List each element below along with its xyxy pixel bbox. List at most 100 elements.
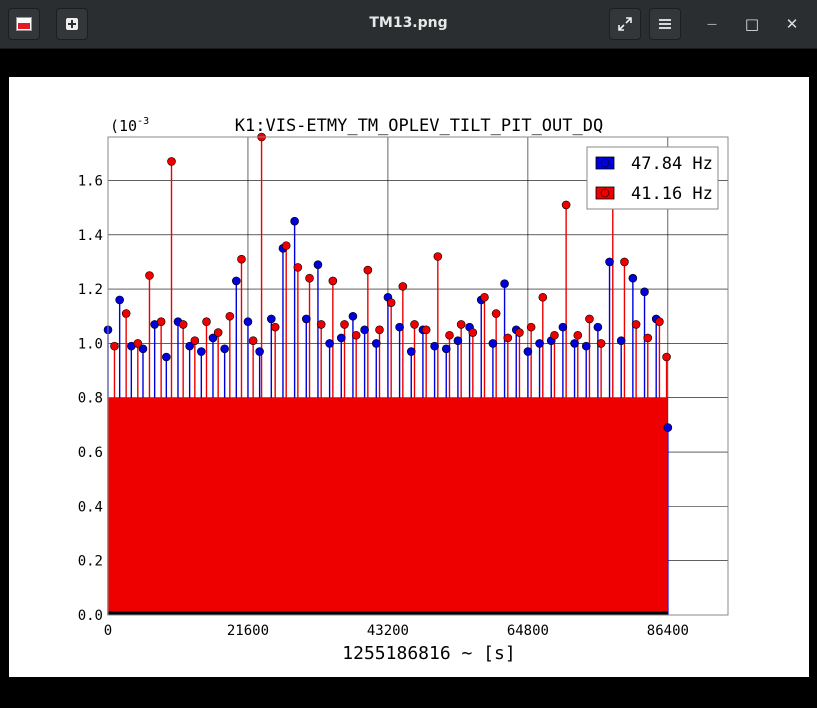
x-axis-label: 1255186816 ~ [s] [342,643,515,664]
data-point-red [305,273,314,283]
expand-icon [618,17,632,31]
data-point-red [133,339,143,348]
data-point-red [620,257,629,267]
fullscreen-button[interactable] [609,8,641,40]
data-point-blue [570,339,579,348]
y-tick-label: 1.6 [78,173,103,189]
data-point-blue [371,339,381,348]
data-point-blue [395,322,404,332]
data-point-red [410,320,419,329]
data-point-blue [243,317,253,326]
data-point-blue [523,347,533,356]
data-point-red [316,320,326,329]
data-point-blue [488,339,498,348]
data-point-blue [558,322,568,332]
data-point-red [190,336,200,345]
data-point-blue [535,339,544,348]
legend-label: 47.84 Hz [631,154,713,174]
minimize-icon: — [707,18,717,30]
x-tick-label: 86400 [647,623,689,639]
data-point-blue [290,216,299,226]
image-canvas: 0 21600 43200 64800 86400 0.0 0.2 0.4 0.6 0.8 1.0 1… [9,77,809,677]
legend-marker [600,188,610,198]
x-tick-label: 43200 [367,623,409,639]
data-point-red [643,333,653,343]
data-point-red [538,292,548,302]
data-point-red [468,328,478,337]
dense-stem-area [108,397,668,615]
data-point-red [375,325,384,335]
main-menu-button[interactable] [649,8,681,40]
data-point-red [270,322,280,332]
data-point-red [386,298,396,307]
y-tick-label: 0.6 [78,445,103,461]
data-point-blue [640,287,649,297]
data-point-blue [220,344,229,354]
y-tick-label: 0.8 [78,391,103,407]
data-point-red [167,157,176,166]
data-point-blue [593,322,603,332]
data-point-blue [406,347,416,356]
data-point-blue [232,276,241,286]
data-point-red [237,254,246,264]
x-tick-label: 21600 [227,623,269,639]
maximize-icon: □ [744,15,760,33]
data-point-blue [605,257,614,267]
y-scale-label: (10-3 [110,116,149,135]
data-point-red [573,330,583,340]
x-tick-label: 0 [104,623,112,639]
data-point-red [178,320,188,329]
image-viewer-icon [16,17,32,31]
y-tick-label: 1.0 [78,336,103,352]
data-point-red [340,320,349,329]
stem-chart: 0 21600 43200 64800 86400 0.0 0.2 0.4 0.6 0.8 1.0 1… [78,116,729,664]
data-point-red [655,317,664,326]
data-point-blue [185,341,194,351]
data-point-red [445,330,454,340]
data-point-red [363,265,373,275]
data-point-blue [255,347,264,356]
data-point-blue [313,260,323,269]
chart-title: K1:VIS-ETMY_TM_OPLEV_TILT_PIT_OUT_DQ [235,116,603,136]
data-point-red [110,341,119,351]
data-point-red [515,328,524,337]
data-point-red [433,252,443,261]
data-point-red [145,271,154,280]
data-point-blue [115,295,124,305]
data-point-red [491,309,501,318]
plus-icon [66,18,78,30]
y-tick-label: 1.2 [78,282,103,298]
data-point-red [398,282,408,291]
data-point-red [281,241,291,250]
y-scale-exponent: -3 [137,116,149,127]
data-point-red [293,263,303,272]
data-point-blue [581,341,591,351]
legend-marker [600,158,610,168]
plot-frame [107,136,729,616]
app-menu-button[interactable] [8,8,40,40]
legend-label: 41.16 Hz [631,184,713,204]
data-point-red [351,330,361,340]
maximize-button[interactable]: □ [742,14,762,34]
data-point-blue [348,311,358,321]
y-tick-label: 0.0 [78,608,103,624]
legend: 47.84 Hz 41.16 Hz [586,146,719,210]
data-point-blue [138,344,148,354]
data-point-blue [266,314,276,324]
data-point-red [456,320,466,329]
data-point-blue [208,333,218,343]
data-point-red [550,330,559,340]
data-point-blue [325,339,334,348]
data-point-blue [360,325,369,335]
data-point-red [121,309,131,318]
close-button[interactable]: ✕ [782,14,802,34]
data-point-red [156,317,166,326]
hamburger-icon [659,19,671,29]
x-tick-label: 64800 [507,623,549,639]
data-point-red [202,317,211,326]
window-titlebar: TM13.png — □ ✕ [0,0,817,49]
minimize-button[interactable]: — [702,14,722,34]
data-point-blue [663,423,673,432]
data-point-red [662,352,671,362]
new-tab-button[interactable] [56,8,88,40]
